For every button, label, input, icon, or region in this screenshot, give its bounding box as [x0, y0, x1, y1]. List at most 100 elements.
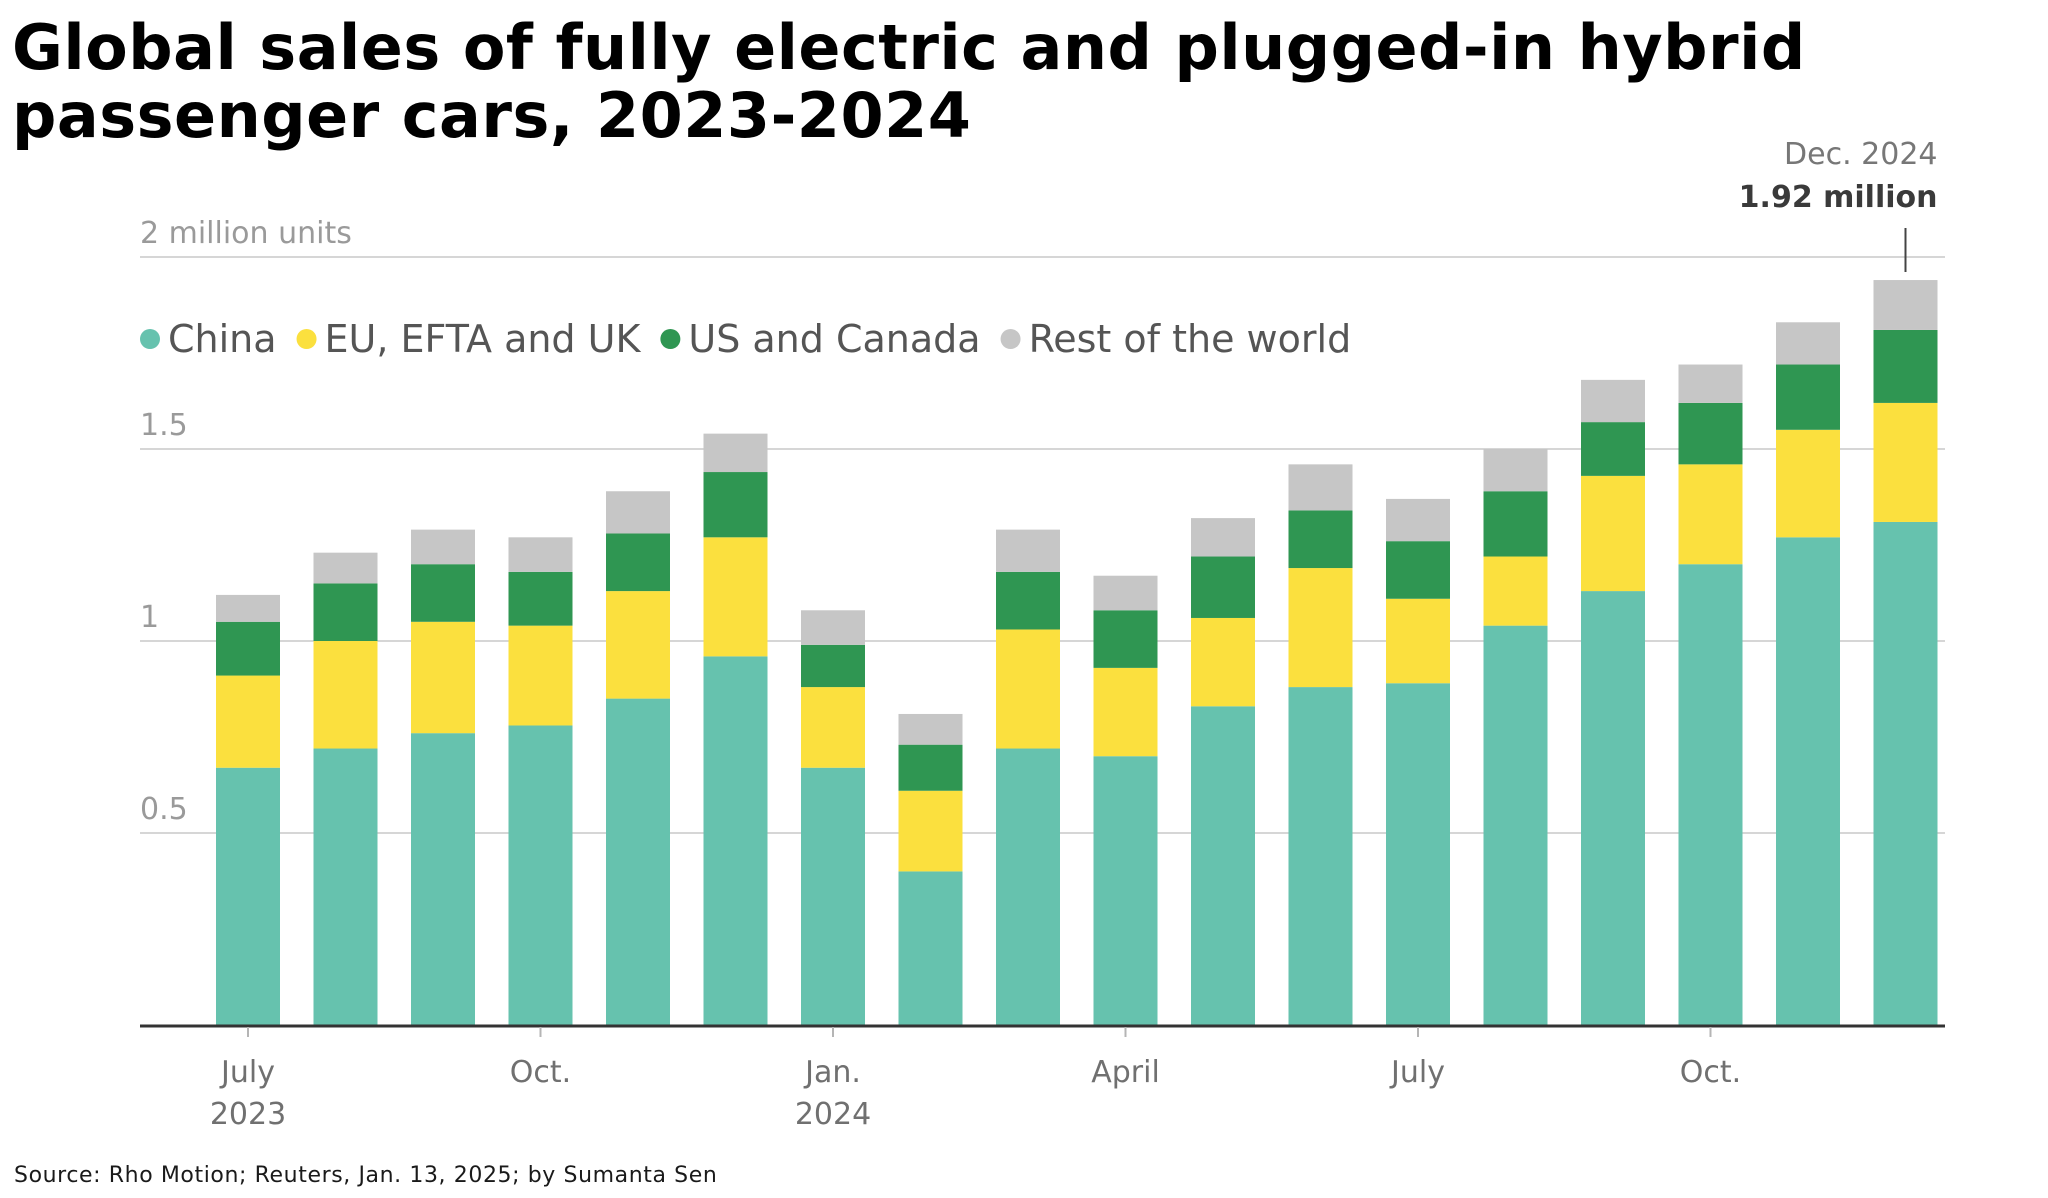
- legend: China EU, EFTA and UK US and Canada Rest of…: [140, 317, 1351, 361]
- bar-segment-china: [606, 698, 670, 1025]
- bar-segment-eu: [508, 625, 573, 726]
- bars: [216, 280, 1938, 1025]
- bar-segment-us: [1483, 491, 1548, 557]
- legend-swatch-eu: [296, 329, 317, 349]
- bar-segment-china: [1093, 756, 1158, 1025]
- bar-stack: [216, 594, 280, 1025]
- bar-segment-china: [1581, 591, 1645, 1025]
- bar-segment-us: [1386, 541, 1450, 599]
- bar-segment-eu: [801, 687, 865, 768]
- legend-swatch-us: [660, 329, 681, 349]
- legend-label: EU, EFTA and UK: [325, 317, 642, 361]
- bar-stack: [996, 529, 1060, 1025]
- bar-stack: [411, 529, 475, 1025]
- bar-segment-eu: [898, 790, 963, 872]
- callout-value: 1.92 million: [1739, 180, 1938, 215]
- source-note: Source: Rho Motion; Reuters, Jan. 13, 20…: [14, 1163, 718, 1188]
- x-axis: July 2023 Oct. Jan. 2024 April July Oct.: [140, 1024, 1945, 1132]
- bar-stack: [313, 552, 378, 1025]
- bar-segment-eu: [1776, 429, 1840, 538]
- bar-segment-china: [801, 767, 865, 1025]
- bar-segment-rest: [703, 433, 768, 473]
- bar-segment-eu: [996, 629, 1060, 749]
- bar-segment-rest: [996, 529, 1060, 572]
- bar-stack: [1386, 498, 1450, 1025]
- bar-stack: [1581, 379, 1645, 1025]
- legend-swatch-rest: [1000, 329, 1021, 349]
- bar-stack: [1093, 575, 1158, 1025]
- bar-segment-rest: [1386, 498, 1450, 542]
- bar-segment-us: [411, 564, 475, 622]
- bar-segment-us: [606, 533, 670, 592]
- bar-stack: [1776, 322, 1840, 1025]
- x-tick-label: 2023: [210, 1097, 286, 1132]
- bar-segment-eu: [313, 641, 378, 749]
- bar-segment-eu: [1191, 617, 1255, 707]
- bar-stack: [1678, 364, 1743, 1025]
- bar-segment-rest: [1581, 379, 1645, 423]
- bar-segment-rest: [801, 610, 865, 645]
- x-tick-label: 2024: [795, 1097, 871, 1132]
- bar-segment-us: [1288, 510, 1353, 569]
- legend-label: Rest of the world: [1029, 317, 1352, 361]
- callout-date: Dec. 2024: [1784, 137, 1937, 172]
- bar-segment-us: [996, 571, 1060, 630]
- x-tick-label: July: [1389, 1055, 1445, 1090]
- bar-stack: [801, 610, 865, 1025]
- bar-segment-rest: [508, 537, 573, 572]
- bar-stack: [1288, 464, 1353, 1025]
- y-tick-label: 2 million units: [140, 216, 352, 251]
- bar-segment-us: [508, 571, 573, 626]
- bar-segment-eu: [411, 621, 475, 734]
- bar-segment-rest: [1093, 575, 1158, 611]
- bar-segment-eu: [703, 537, 768, 657]
- annotation: Dec. 2024 1.92 million: [1739, 137, 1938, 272]
- bar-segment-us: [801, 644, 865, 688]
- bar-segment-rest: [1873, 280, 1938, 330]
- y-tick-label: 1: [140, 600, 159, 635]
- bar-segment-china: [1776, 537, 1840, 1025]
- bar-stack: [1873, 280, 1938, 1025]
- bar-stack: [898, 713, 963, 1025]
- chart-title: Global sales of fully electric and plugg…: [12, 11, 1806, 152]
- bar-segment-us: [1093, 610, 1158, 668]
- bar-segment-us: [703, 472, 768, 538]
- bar-segment-rest: [216, 594, 280, 622]
- legend-label: US and Canada: [688, 317, 980, 361]
- bar-segment-us: [313, 583, 378, 641]
- x-tick-label: Oct.: [1680, 1055, 1741, 1090]
- legend-label: China: [168, 317, 277, 361]
- bar-stack: [703, 433, 768, 1025]
- x-tick-label: Oct.: [510, 1055, 571, 1090]
- bar-segment-eu: [1581, 475, 1645, 592]
- bar-segment-rest: [411, 529, 475, 565]
- bar-segment-eu: [606, 591, 670, 699]
- x-tick-label: Jan.: [803, 1055, 861, 1090]
- bar-segment-china: [216, 767, 280, 1025]
- bar-stack: [1483, 449, 1548, 1025]
- bar-segment-china: [1873, 521, 1938, 1025]
- bar-segment-rest: [1678, 364, 1743, 403]
- bar-segment-china: [1483, 625, 1548, 1025]
- bar-segment-rest: [606, 491, 670, 534]
- bar-segment-us: [1873, 329, 1938, 403]
- y-tick-label: 0.5: [140, 792, 188, 827]
- bar-segment-china: [1678, 564, 1743, 1025]
- bar-stack: [606, 491, 670, 1025]
- y-tick-label: 1.5: [140, 408, 188, 443]
- bar-segment-eu: [1288, 568, 1353, 688]
- bar-segment-china: [703, 656, 768, 1025]
- bar-segment-china: [313, 748, 378, 1025]
- bar-segment-rest: [1191, 518, 1255, 557]
- bar-segment-rest: [1483, 449, 1548, 492]
- bar-segment-rest: [1776, 322, 1840, 365]
- bar-segment-china: [996, 748, 1060, 1025]
- bar-segment-eu: [1873, 402, 1938, 522]
- bar-segment-rest: [1288, 464, 1353, 511]
- bar-segment-eu: [1483, 556, 1548, 626]
- bar-segment-us: [216, 621, 280, 676]
- bar-segment-china: [1288, 687, 1353, 1025]
- bar-stack: [508, 537, 573, 1025]
- bar-segment-rest: [898, 713, 963, 745]
- legend-swatch-china: [140, 329, 160, 349]
